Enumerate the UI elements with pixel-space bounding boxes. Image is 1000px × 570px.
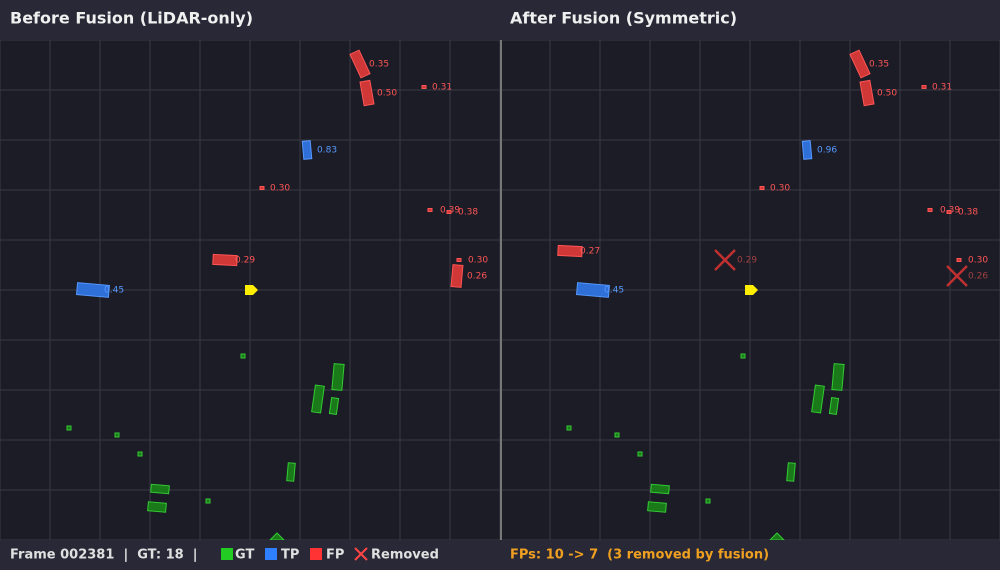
box-fp bbox=[421, 85, 427, 89]
score-label: 0.30 bbox=[468, 256, 488, 266]
ego-vehicle bbox=[245, 285, 258, 295]
box-gt bbox=[831, 363, 845, 391]
box-tp bbox=[575, 282, 611, 298]
box-fp bbox=[921, 85, 927, 89]
box-fp bbox=[446, 210, 452, 214]
score-label: 0.31 bbox=[932, 83, 952, 93]
box-fp bbox=[927, 208, 933, 212]
score-label: 0.35 bbox=[869, 60, 889, 70]
score-label: 0.26 bbox=[467, 272, 487, 282]
box-tp bbox=[301, 140, 313, 160]
score-label: 0.45 bbox=[604, 286, 624, 296]
box-tp bbox=[75, 282, 111, 298]
box-gt bbox=[740, 353, 746, 359]
frame-info: Frame 002381 | GT: 18 | bbox=[10, 548, 197, 563]
score-label: 0.38 bbox=[458, 208, 478, 218]
box-gt bbox=[705, 498, 711, 504]
box-gt bbox=[828, 397, 840, 415]
legend-label: FP bbox=[326, 548, 344, 563]
box-fp bbox=[212, 253, 238, 267]
legend-swatch bbox=[265, 548, 277, 560]
box-gt bbox=[311, 384, 325, 414]
score-label: 0.83 bbox=[317, 146, 337, 156]
legend-x bbox=[354, 547, 368, 561]
box-fp bbox=[259, 186, 265, 190]
removed-marker bbox=[714, 249, 736, 271]
ego-vehicle bbox=[745, 285, 758, 295]
score-label: 0.29 bbox=[235, 256, 255, 266]
box-gt bbox=[147, 501, 167, 513]
box-gt bbox=[637, 451, 643, 457]
box-gt bbox=[114, 432, 120, 438]
box-fp bbox=[946, 210, 952, 214]
box-gt bbox=[650, 483, 670, 495]
header-bar bbox=[0, 0, 1000, 40]
box-gt bbox=[566, 425, 572, 431]
box-gt bbox=[66, 425, 72, 431]
legend-swatch bbox=[221, 548, 233, 560]
panel-title: After Fusion (Symmetric) bbox=[510, 9, 737, 28]
box-gt bbox=[328, 397, 340, 415]
legend-label: Removed bbox=[371, 548, 439, 563]
box-gt bbox=[614, 432, 620, 438]
legend-label: GT bbox=[235, 548, 254, 563]
box-gt bbox=[205, 498, 211, 504]
box-gt bbox=[137, 451, 143, 457]
box-gt bbox=[150, 483, 170, 495]
score-label: 0.50 bbox=[377, 89, 397, 99]
score-label: 0.30 bbox=[968, 256, 988, 266]
box-fp bbox=[859, 79, 875, 107]
box-fp bbox=[849, 49, 871, 79]
box-fp bbox=[557, 244, 583, 258]
score-label: 0.30 bbox=[770, 184, 790, 194]
score-label: 0.26 bbox=[968, 272, 988, 282]
box-fp bbox=[359, 79, 375, 107]
legend-label: TP bbox=[281, 548, 299, 563]
box-fp bbox=[349, 49, 371, 79]
box-fp bbox=[456, 258, 462, 262]
score-label: 0.31 bbox=[432, 83, 452, 93]
scene: 0.350.500.310.830.300.390.380.290.300.45… bbox=[66, 49, 988, 541]
box-gt bbox=[811, 384, 825, 414]
box-gt bbox=[286, 462, 296, 482]
fusion-summary: FPs: 10 -> 7 (3 removed by fusion) bbox=[510, 548, 769, 563]
score-label: 0.27 bbox=[580, 247, 600, 257]
score-label: 0.29 bbox=[737, 256, 757, 266]
footer-bar bbox=[0, 540, 1000, 570]
box-gt bbox=[647, 501, 667, 513]
box-fp bbox=[956, 258, 962, 262]
legend-swatch bbox=[310, 548, 322, 560]
score-label: 0.38 bbox=[958, 208, 978, 218]
box-fp bbox=[759, 186, 765, 190]
removed-marker bbox=[946, 265, 968, 287]
score-label: 0.30 bbox=[270, 184, 290, 194]
score-label: 0.35 bbox=[369, 60, 389, 70]
score-label: 0.96 bbox=[817, 146, 837, 156]
score-label: 0.50 bbox=[877, 89, 897, 99]
box-gt bbox=[240, 353, 246, 359]
box-gt bbox=[331, 363, 345, 391]
removed-x bbox=[714, 249, 736, 271]
box-gt bbox=[786, 462, 796, 482]
box-tp bbox=[801, 140, 813, 160]
removed-x bbox=[946, 265, 968, 287]
box-fp bbox=[427, 208, 433, 212]
panel-title: Before Fusion (LiDAR-only) bbox=[10, 9, 253, 28]
box-fp bbox=[450, 264, 464, 288]
score-label: 0.45 bbox=[104, 286, 124, 296]
